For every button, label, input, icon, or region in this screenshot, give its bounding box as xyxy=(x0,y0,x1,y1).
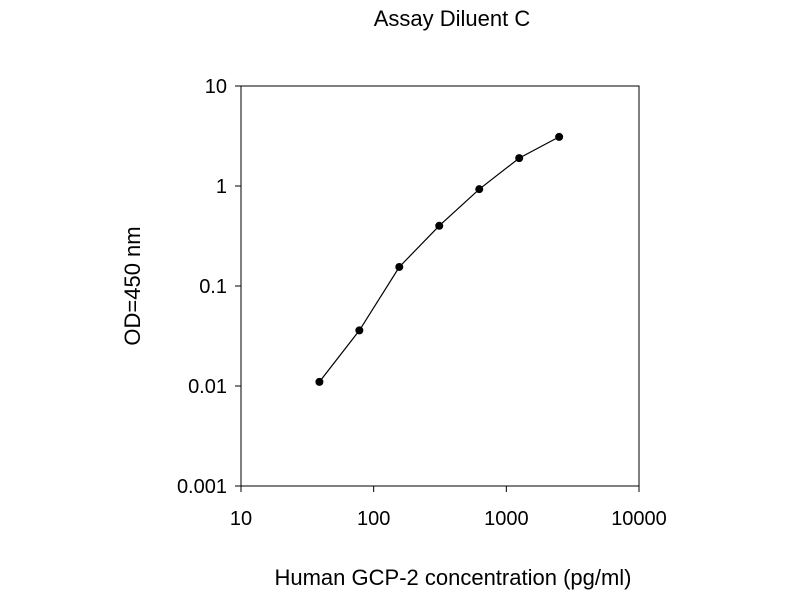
x-tick-label: 10000 xyxy=(611,508,667,530)
data-point xyxy=(355,326,364,335)
data-point xyxy=(395,262,404,271)
chart-title: Assay Diluent C xyxy=(374,6,531,31)
y-tick-label: 10 xyxy=(205,76,227,98)
y-tick-label: 0.1 xyxy=(199,276,227,298)
x-tick-label: 100 xyxy=(357,508,390,530)
x-axis-ticks: 10 100 1000 10000 xyxy=(230,486,667,530)
data-point xyxy=(515,154,524,163)
x-axis-title: Human GCP-2 concentration (pg/ml) xyxy=(274,565,631,590)
x-tick-label: 1000 xyxy=(484,508,529,530)
x-tick-label: 10 xyxy=(230,508,252,530)
data-point xyxy=(435,221,444,230)
plot-frame xyxy=(240,85,640,487)
y-tick-label: 0.01 xyxy=(188,376,227,398)
data-point xyxy=(475,185,484,194)
data-point xyxy=(555,132,564,141)
data-point xyxy=(315,377,324,386)
series-line xyxy=(318,136,560,383)
data-series xyxy=(315,132,564,386)
y-tick-label: 1 xyxy=(216,176,227,198)
y-axis-title: OD=450 nm xyxy=(120,226,145,345)
y-axis-ticks: 0.001 0.01 0.1 1 10 xyxy=(177,76,241,498)
y-tick-label: 0.001 xyxy=(177,476,227,498)
